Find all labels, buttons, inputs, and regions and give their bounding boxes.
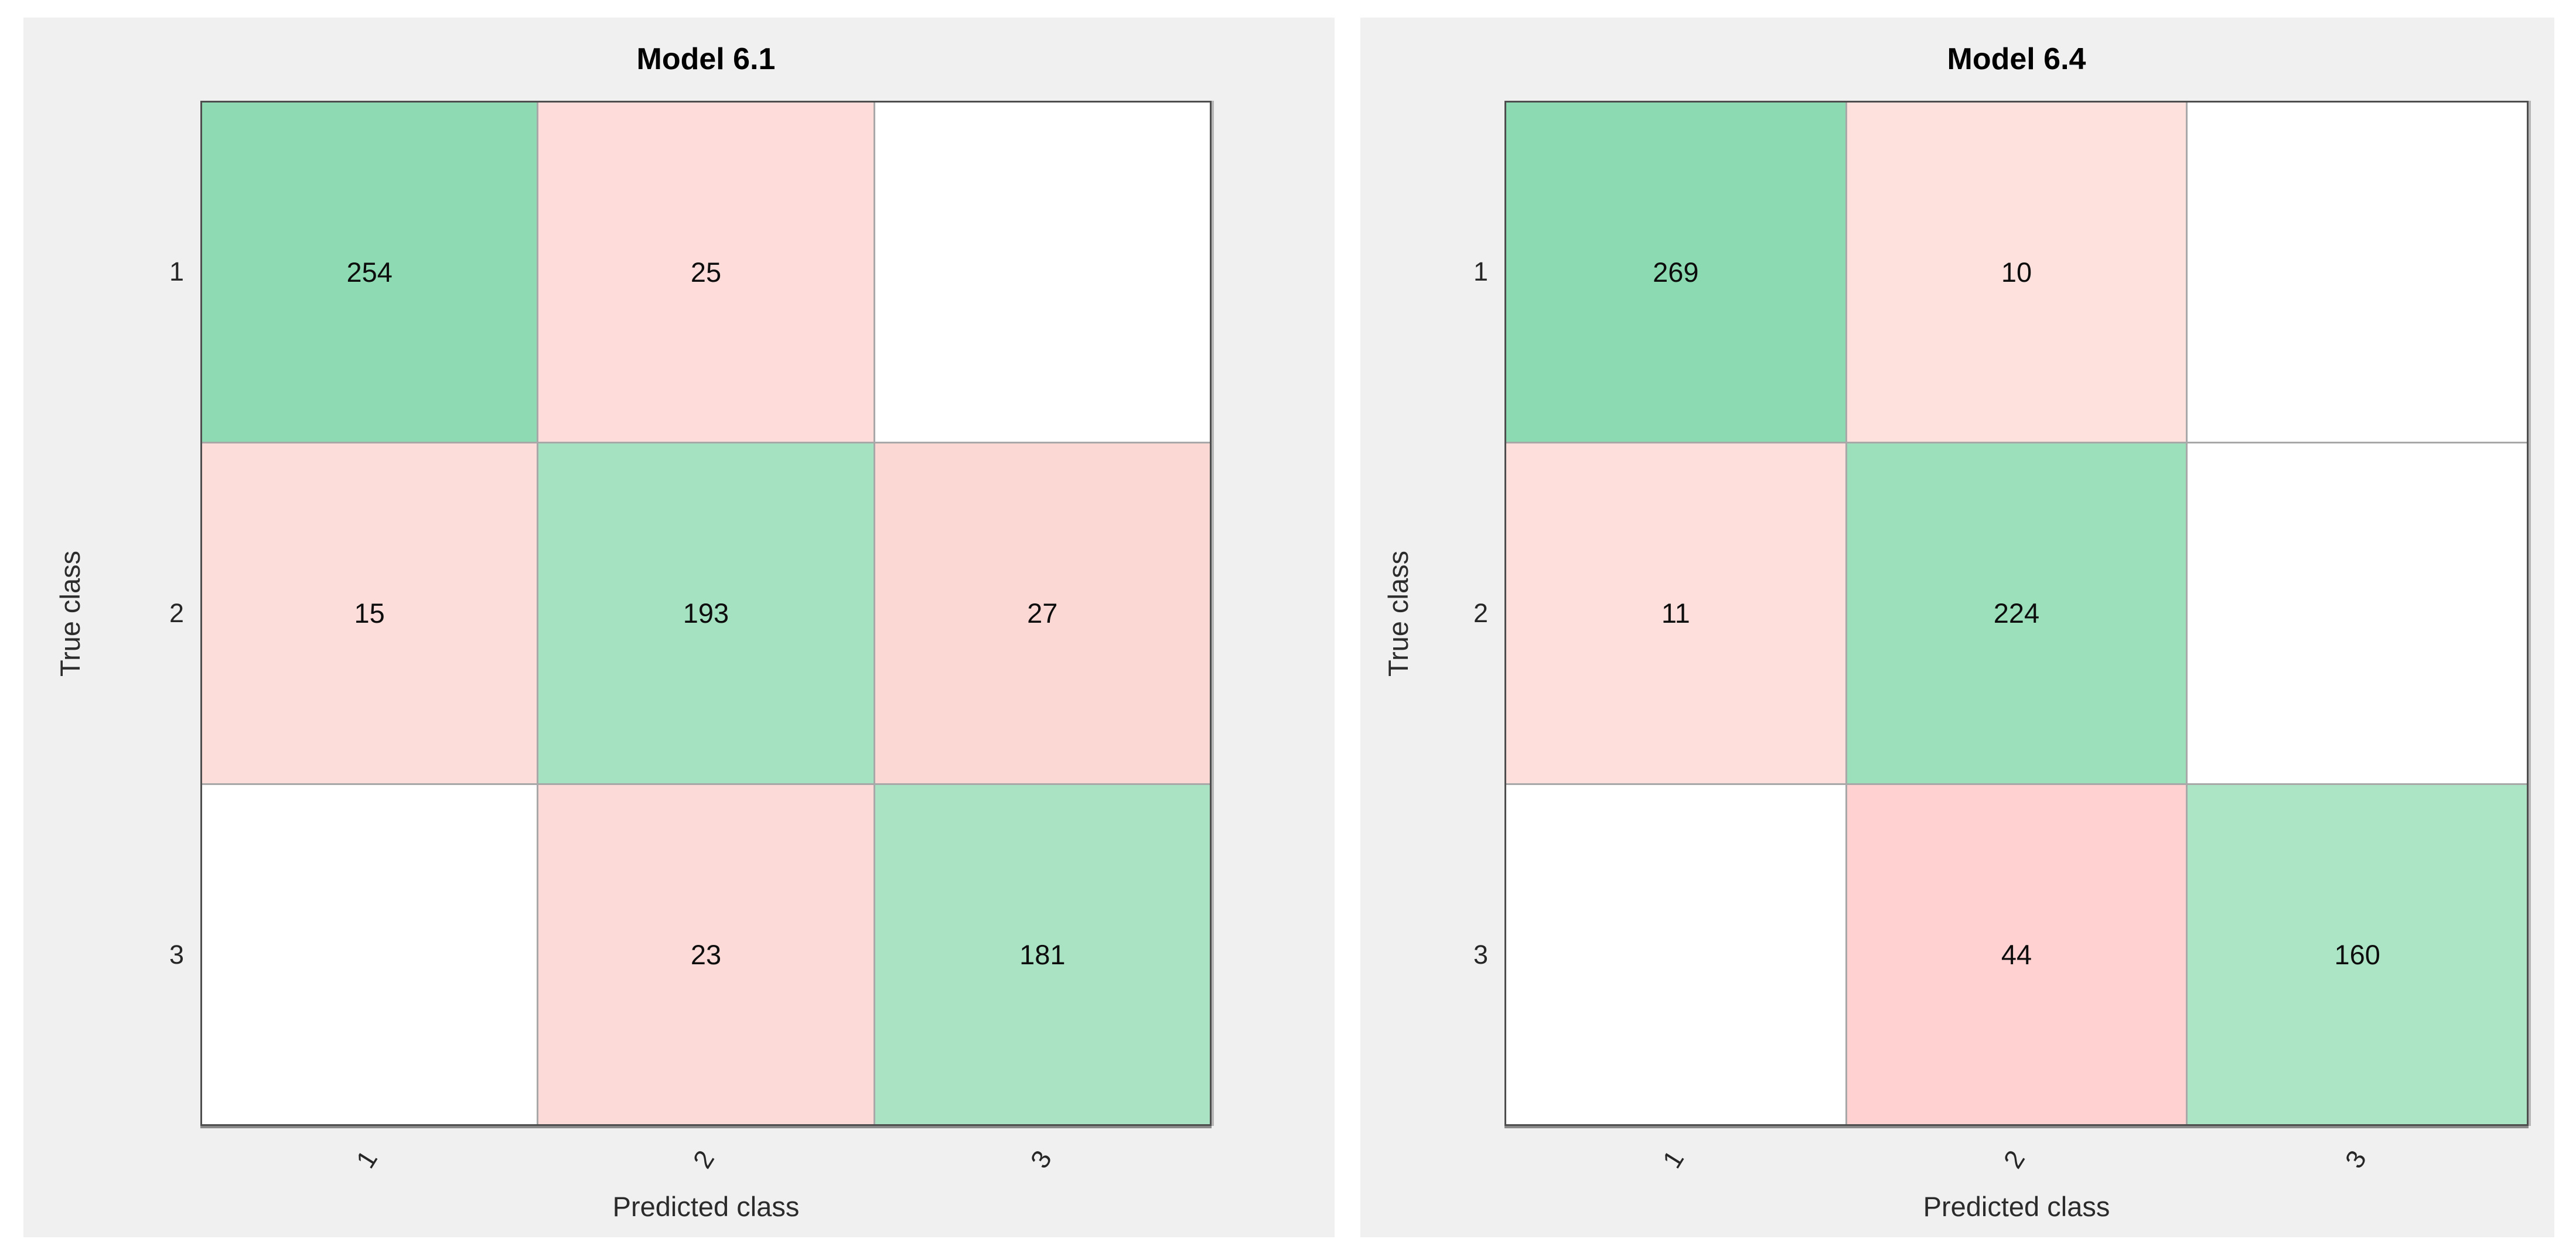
x-tick-label: 2 bbox=[1998, 1145, 2031, 1173]
x-axis-ticks: 1 2 3 bbox=[200, 1126, 1212, 1182]
matrix-cell-r3c2: 44 bbox=[1847, 784, 2186, 1124]
x-axis-label: Predicted class bbox=[1923, 1191, 2110, 1222]
matrix-cell-r2c3 bbox=[2188, 443, 2527, 783]
matrix-cell-r1c1: 254 bbox=[202, 103, 537, 442]
y-axis-ticks: 1 2 3 bbox=[1437, 101, 1504, 1126]
matrix-cell-r1c3 bbox=[875, 103, 1210, 442]
y-axis-label-container: True class bbox=[1360, 101, 1437, 1126]
matrix-cell-r1c2: 25 bbox=[538, 103, 874, 442]
matrix-cell-r2c1: 15 bbox=[202, 443, 537, 783]
y-tick-label: 3 bbox=[1473, 940, 1488, 970]
x-tick-label: 1 bbox=[350, 1145, 384, 1173]
matrix-cell-r3c3: 181 bbox=[875, 784, 1210, 1124]
matrix-cell-r2c2: 193 bbox=[538, 443, 874, 783]
y-tick-label: 1 bbox=[169, 256, 184, 286]
x-tick-label: 3 bbox=[1024, 1145, 1057, 1173]
matrix-cell-r3c3: 160 bbox=[2188, 784, 2527, 1124]
y-axis-label: True class bbox=[54, 550, 86, 677]
chart-layout: Model 6.4 True class 1 2 3 269 10 11 224… bbox=[1360, 18, 2554, 1237]
chart-layout: Model 6.1 True class 1 2 3 254 25 15 193… bbox=[23, 18, 1335, 1237]
matrix-cell-r3c1 bbox=[202, 784, 537, 1124]
x-tick-label: 2 bbox=[687, 1145, 721, 1173]
y-tick-label: 2 bbox=[1473, 598, 1488, 628]
matrix-cell-r2c3: 27 bbox=[875, 443, 1210, 783]
y-tick-label: 3 bbox=[169, 940, 184, 970]
confusion-matrix-grid: 269 10 11 224 44 160 bbox=[1504, 101, 2529, 1126]
x-tick-label: 1 bbox=[1656, 1145, 1690, 1173]
confusion-matrix-grid: 254 25 15 193 27 23 181 bbox=[200, 101, 1212, 1126]
y-axis-label-container: True class bbox=[23, 101, 117, 1126]
matrix-cell-r1c1: 269 bbox=[1506, 103, 1845, 442]
y-axis-label: True class bbox=[1383, 550, 1414, 677]
matrix-cell-r3c2: 23 bbox=[538, 784, 874, 1124]
chart-title: Model 6.1 bbox=[636, 42, 776, 76]
confusion-matrix-figure-model-6-1: Model 6.1 True class 1 2 3 254 25 15 193… bbox=[23, 18, 1335, 1237]
chart-title: Model 6.4 bbox=[1947, 42, 2086, 76]
x-axis-ticks: 1 2 3 bbox=[1504, 1126, 2529, 1182]
y-tick-label: 1 bbox=[1473, 256, 1488, 286]
y-tick-label: 2 bbox=[169, 598, 184, 628]
matrix-cell-r3c1 bbox=[1506, 784, 1845, 1124]
matrix-cell-r1c2: 10 bbox=[1847, 103, 2186, 442]
x-tick-label: 3 bbox=[2339, 1145, 2373, 1173]
x-axis-label: Predicted class bbox=[612, 1191, 800, 1222]
matrix-cell-r1c3 bbox=[2188, 103, 2527, 442]
y-axis-ticks: 1 2 3 bbox=[117, 101, 200, 1126]
matrix-cell-r2c1: 11 bbox=[1506, 443, 1845, 783]
matrix-cell-r2c2: 224 bbox=[1847, 443, 2186, 783]
confusion-matrix-figure-model-6-4: Model 6.4 True class 1 2 3 269 10 11 224… bbox=[1360, 18, 2554, 1237]
